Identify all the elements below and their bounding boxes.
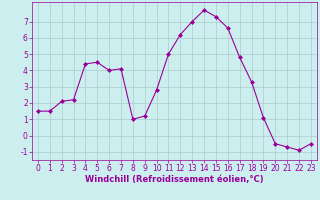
X-axis label: Windchill (Refroidissement éolien,°C): Windchill (Refroidissement éolien,°C): [85, 175, 264, 184]
